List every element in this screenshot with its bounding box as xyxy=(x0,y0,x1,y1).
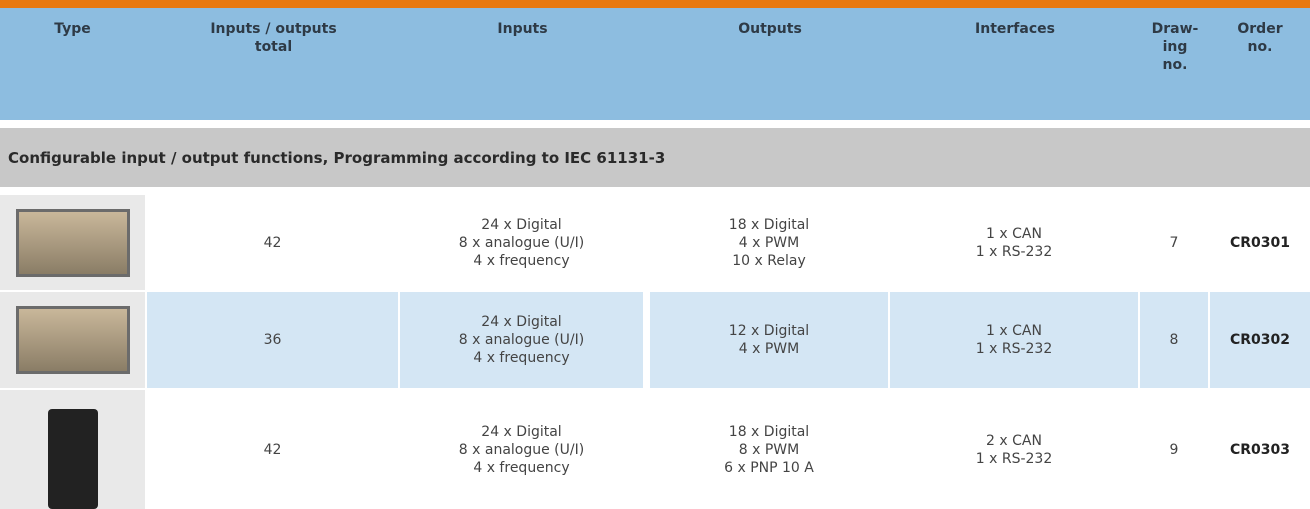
header-bg xyxy=(0,8,1310,120)
device-photo xyxy=(47,408,98,509)
cell-total: 36 xyxy=(147,292,398,388)
outputs-line: 4 x PWM xyxy=(738,234,800,251)
outputs-line: 6 x PNP 10 A xyxy=(724,459,814,476)
header-text: Interfaces xyxy=(975,21,1055,37)
total-text: 42 xyxy=(263,441,282,458)
header-text: total xyxy=(254,39,293,55)
product-image xyxy=(0,195,145,290)
cell-order: CR0303 xyxy=(1210,390,1310,509)
inputs-line: 4 x frequency xyxy=(473,459,570,476)
outputs-line: 18 x Digital xyxy=(728,423,810,440)
cell-outputs: 18 x Digital 4 x PWM 10 x Relay xyxy=(650,195,888,290)
cell-inputs: 24 x Digital 8 x analogue (U/I) 4 x freque… xyxy=(400,390,643,509)
interfaces-line: 1 x RS-232 xyxy=(975,341,1053,357)
product-image xyxy=(0,292,145,388)
device-photo xyxy=(15,208,130,277)
order-text: CR0301 xyxy=(1229,234,1291,251)
section-title: Configurable input / output functions, P… xyxy=(0,128,1310,187)
header-cell: Interfaces xyxy=(890,8,1140,120)
cell-total: 42 xyxy=(147,195,398,290)
header-text: Outputs xyxy=(738,21,802,37)
header-text: Type xyxy=(54,21,91,37)
interfaces-line: 1 x CAN xyxy=(986,225,1042,242)
outputs-line: 18 x Digital xyxy=(728,216,810,233)
cell-order: CR0302 xyxy=(1210,292,1310,388)
interfaces-line: 2 x CAN xyxy=(986,432,1042,449)
header-text: Inputs / outputs xyxy=(210,21,337,37)
header-cell: Draw-ing no. xyxy=(1140,8,1210,120)
outputs-line: 4 x PWM xyxy=(738,341,800,357)
cell-outputs: 18 x Digital 8 x PWM 6 x PNP 10 A xyxy=(650,390,888,509)
total-text: 36 xyxy=(263,332,282,348)
header-cell: Inputs / outputs total xyxy=(147,8,400,120)
interfaces-line: 1 x RS-232 xyxy=(975,450,1053,467)
inputs-line: 8 x analogue (U/I) xyxy=(458,234,585,251)
cell-interfaces: 2 x CAN 1 x RS-232 xyxy=(890,390,1138,509)
header-cell: Type xyxy=(0,8,145,120)
outputs-line: 12 x Digital xyxy=(728,323,810,339)
cell-drawing: 7 xyxy=(1140,195,1208,290)
interfaces-line: 1 x RS-232 xyxy=(975,243,1053,260)
inputs-line: 24 x Digital xyxy=(481,423,562,440)
header-cell: Outputs xyxy=(650,8,890,120)
cell-outputs: 12 x Digital 4 x PWM xyxy=(650,292,888,388)
drawing-text: 8 xyxy=(1169,332,1179,348)
inputs-line: 4 x frequency xyxy=(473,350,570,366)
outputs-line: 10 x Relay xyxy=(732,252,806,269)
product-image xyxy=(0,390,145,509)
inputs-line: 24 x Digital xyxy=(481,314,562,330)
header-text: Order xyxy=(1237,21,1283,37)
outputs-line: 8 x PWM xyxy=(738,441,800,458)
header-text: no. xyxy=(1247,39,1273,55)
inputs-line: 24 x Digital xyxy=(481,216,562,233)
header-text: no. xyxy=(1162,57,1188,73)
drawing-text: 7 xyxy=(1169,234,1179,251)
inputs-line: 8 x analogue (U/I) xyxy=(458,441,585,458)
cell-inputs: 24 x Digital 8 x analogue (U/I) 4 x freque… xyxy=(400,195,643,290)
cell-interfaces: 1 x CAN 1 x RS-232 xyxy=(890,195,1138,290)
total-text: 42 xyxy=(263,234,282,251)
inputs-line: 4 x frequency xyxy=(473,252,570,269)
cell-drawing: 8 xyxy=(1140,292,1208,388)
header-text: ing xyxy=(1162,39,1188,55)
device-photo xyxy=(15,306,130,374)
order-text: CR0302 xyxy=(1229,332,1291,348)
header-cell: Order no. xyxy=(1210,8,1310,120)
inputs-line: 8 x analogue (U/I) xyxy=(458,332,585,348)
cell-total: 42 xyxy=(147,390,398,509)
header-cell: Inputs xyxy=(400,8,645,120)
top-bar xyxy=(0,0,1310,8)
header-text: Inputs xyxy=(497,21,548,37)
header-text: Draw- xyxy=(1151,21,1199,37)
cell-order: CR0301 xyxy=(1210,195,1310,290)
interfaces-line: 1 x CAN xyxy=(986,323,1042,339)
cell-inputs: 24 x Digital 8 x analogue (U/I) 4 x freque… xyxy=(400,292,643,388)
order-text: CR0303 xyxy=(1229,441,1291,458)
drawing-text: 9 xyxy=(1169,441,1179,458)
cell-interfaces: 1 x CAN 1 x RS-232 xyxy=(890,292,1138,388)
cell-drawing: 9 xyxy=(1140,390,1208,509)
